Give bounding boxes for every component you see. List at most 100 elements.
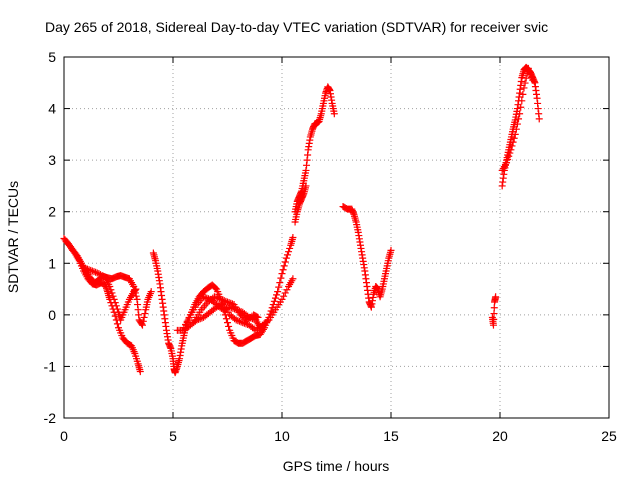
data-point [505,152,513,160]
data-point [508,142,516,150]
x-tick-label: 5 [169,428,177,444]
data-point [147,288,155,296]
data-point [210,293,218,301]
data-point [83,265,91,273]
data-point [228,300,236,308]
data-point [214,294,222,302]
data-point [283,286,291,294]
data-point [225,322,233,330]
data-point [224,298,231,306]
data-point [286,244,294,252]
data-point [278,295,286,303]
y-tick-label: 1 [48,255,56,271]
data-point [139,317,147,325]
y-tick-labels: -2 -1 0 1 2 3 4 5 [44,49,57,426]
data-point [509,138,517,146]
data-point [510,134,518,142]
data-point [519,90,527,98]
data-point [106,282,114,290]
data-point [108,289,116,297]
data-point [507,146,515,154]
data-point [521,79,529,87]
data-point [517,103,525,111]
data-point [222,315,230,323]
data-point [140,313,148,321]
data-point [132,292,140,300]
y-tick-label: -1 [44,358,57,374]
data-point [239,319,247,327]
data-point [107,286,115,294]
data-point [212,284,220,292]
data-point [227,299,235,307]
data-point [512,125,520,133]
data-point [511,130,519,138]
data-point [528,73,536,81]
data-point [112,302,120,310]
data-point [289,275,297,283]
data-point [109,292,117,300]
data-point [289,234,297,241]
data-point [217,295,225,303]
data-point [280,292,288,300]
data-point [201,293,209,301]
data-point [283,251,291,259]
x-tick-label: 25 [601,428,617,444]
y-tick-label: 2 [48,204,56,220]
data-point [225,299,233,307]
data-point [110,295,118,303]
data-point [232,316,240,324]
data-point [506,149,514,157]
y-tick-label: 4 [48,101,56,117]
data-point [200,293,208,301]
data-point [224,319,231,327]
data-point [330,110,338,118]
data-point [234,317,242,325]
data-point [273,291,281,299]
data-point [185,314,193,322]
y-tick-label: 3 [48,152,56,168]
data-point [183,317,191,325]
x-tick-labels: 0 5 10 15 20 25 [60,428,617,444]
data-point [285,248,293,256]
data-point [271,294,279,302]
data-point [235,317,243,325]
x-tick-label: 15 [383,428,399,444]
data-point [220,297,228,305]
x-tick-label: 20 [492,428,508,444]
data-point [219,306,227,314]
data-point [196,315,204,323]
data-point [279,266,287,274]
data-point [136,368,144,376]
data-point [87,266,95,274]
data-point [270,297,278,305]
data-point [90,268,98,276]
data-point [520,84,528,92]
data-point [219,296,227,304]
data-point [113,305,121,313]
chart-title: Day 265 of 2018, Sidereal Day-to-day VTE… [45,19,548,35]
data-point [504,155,512,163]
data-point [138,321,146,329]
data-point [503,159,511,167]
data-point [280,262,288,270]
data-point [524,64,532,72]
data-point [85,266,93,274]
data-point [212,293,220,301]
x-axis-label: GPS time / hours [283,458,390,474]
data-marks [60,63,543,377]
data-point [88,267,96,275]
data-point [522,74,530,82]
data-point [281,289,289,297]
data-point [82,264,90,272]
data-point [277,274,285,282]
data-point [525,67,533,75]
data-point [274,288,282,296]
data-point [492,293,500,301]
data-point [263,317,271,325]
data-point [221,305,229,313]
data-point [111,299,119,307]
data-point [132,285,140,293]
data-point [282,254,290,262]
data-point [535,115,543,123]
x-tick-label: 0 [60,428,68,444]
